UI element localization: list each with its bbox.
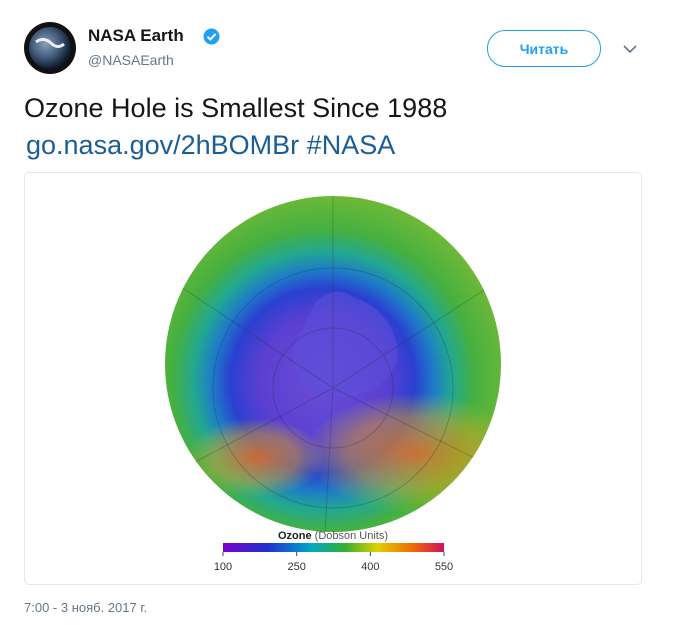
high-ozone-region [305, 393, 501, 513]
colorbar-ticks: 100 250 400 550 [214, 552, 453, 573]
ozone-map: Ozone (Dobson Units) 100 250 400 550 [165, 196, 501, 573]
colorbar [223, 543, 444, 552]
hashtag[interactable]: #NASA [306, 130, 396, 160]
tweet-links: go.nasa.gov/2hBOMBr #NASA [26, 130, 395, 161]
legend-title-main: Ozone [278, 530, 312, 542]
badge-check [206, 33, 217, 41]
colorbar-tick-label: 250 [287, 561, 305, 573]
verified-badge [203, 28, 220, 45]
antarctica [292, 291, 398, 397]
colorbar-tick-label: 100 [214, 561, 232, 573]
legend-unit: (Dobson Units) [315, 530, 388, 542]
author-name[interactable]: NASA Earth [88, 26, 184, 45]
colorbar-tick-label: 400 [361, 561, 379, 573]
timestamp[interactable]: 7:00 - 3 нояб. 2017 г. [24, 600, 148, 615]
chevron-path [623, 45, 637, 54]
tweet-image[interactable]: Ozone (Dobson Units) 100 250 400 550 [24, 172, 642, 585]
colorbar-tick-label: 550 [435, 561, 453, 573]
high-ozone-region [185, 418, 325, 498]
author-handle[interactable]: @NASAEarth [88, 52, 174, 68]
avatar-earth [29, 27, 71, 69]
menu-chevron[interactable] [622, 43, 638, 55]
link[interactable]: go.nasa.gov/2hBOMBr [26, 130, 300, 160]
avatar-cloud [35, 37, 65, 48]
tweet-text: Ozone Hole is Smallest Since 1988 [24, 93, 448, 123]
legend-title: Ozone (Dobson Units) [278, 530, 388, 542]
globe-overlay [174, 196, 501, 532]
graticule [174, 196, 501, 532]
avatar[interactable] [24, 22, 76, 74]
follow-button[interactable]: Читать [487, 30, 601, 67]
badge-circle [203, 28, 220, 45]
